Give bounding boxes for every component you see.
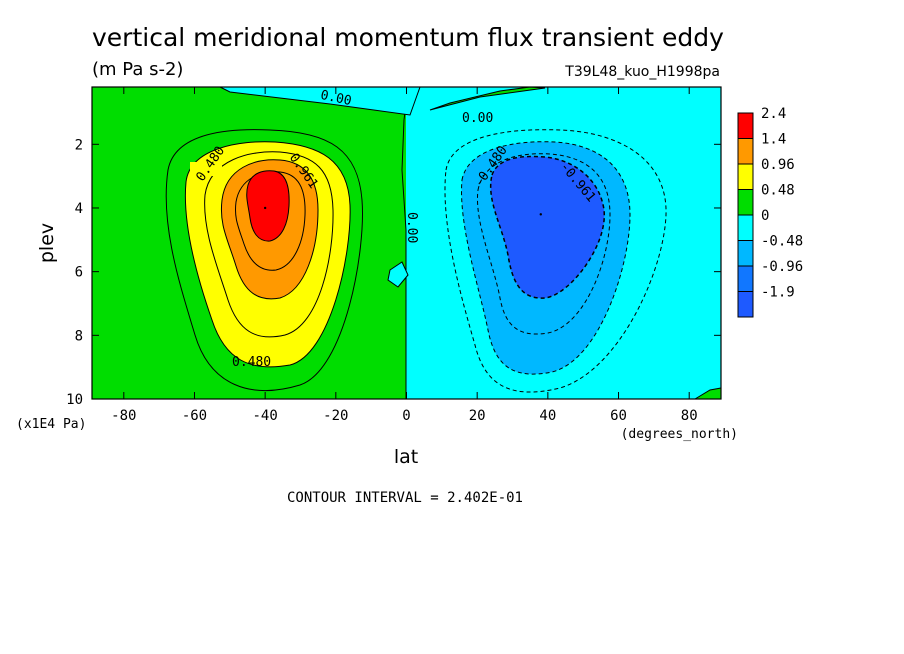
y-units-label: (x1E4 Pa) [16,417,86,432]
contour-pos-0-72 [204,151,334,338]
x-tick-label: -80 [111,408,136,424]
legend-swatch [737,189,754,216]
x-axis: -80 -60 -40 -20 0 20 40 60 80 [111,87,698,424]
legend-swatch [737,214,754,241]
dataset-label: T39L48_kuo_H1998pa [564,64,720,80]
legend-label: -0.48 [761,234,803,250]
x-units-label: (degrees_north) [621,427,738,442]
legend-label: 0.96 [761,157,795,173]
legend-label: 0 [761,208,769,224]
x-tick-label: 60 [610,408,627,424]
extremum-marker [263,206,267,210]
x-tick-label: 40 [539,408,556,424]
x-tick-label: 0 [402,408,410,424]
contour-label: 0.480 [232,355,271,370]
legend-label: 0.48 [761,183,795,199]
contour-label: 0.00 [319,88,353,109]
legend-label: 2.4 [761,106,786,122]
legend-label: 1.4 [761,132,786,148]
x-tick-label: 80 [681,408,698,424]
x-axis-label: lat [394,446,418,468]
x-tick-label: 20 [469,408,486,424]
extremum-marker [539,213,542,216]
contour-pos-0-24 [165,129,363,392]
legend-label: -1.9 [761,285,795,301]
x-tick-label: -20 [323,408,348,424]
y-tick-label: 2 [75,137,83,153]
y-axis: 2 4 6 8 10 [66,137,721,408]
y-tick-label: 8 [75,328,83,344]
legend-swatch [737,163,754,190]
chart-title: vertical meridional momentum flux transi… [92,23,724,52]
y-axis-label: plev [36,223,58,263]
legend-label: -0.96 [761,259,803,275]
small-negative-island [387,261,409,288]
legend-swatch [737,138,754,165]
contour-interval: CONTOUR INTERVAL = 2.402E-01 [287,490,523,506]
y-tick-label: 10 [66,392,83,408]
contour-pos-1-44 [246,170,290,242]
contour-label: 0.00 [404,212,419,243]
contour-label: 0.00 [462,111,493,126]
legend-swatch [737,112,754,139]
color-legend: 2.4 1.4 0.96 0.48 0 -0.48 -0.96 -1.9 [737,106,803,318]
y-tick-label: 6 [75,265,83,281]
legend-swatch [737,240,754,267]
legend-swatch [737,265,754,292]
contour-neg-0-72 [476,153,611,335]
y-tick-label: 4 [75,201,83,217]
x-tick-label: -40 [253,408,278,424]
x-tick-label: -60 [182,408,207,424]
contour-neg-0-24 [444,129,667,393]
contour-neg-0-96 [490,155,605,299]
chart-units: (m Pa s-2) [92,59,183,80]
plot-area [92,86,722,400]
legend-swatch [737,291,754,318]
